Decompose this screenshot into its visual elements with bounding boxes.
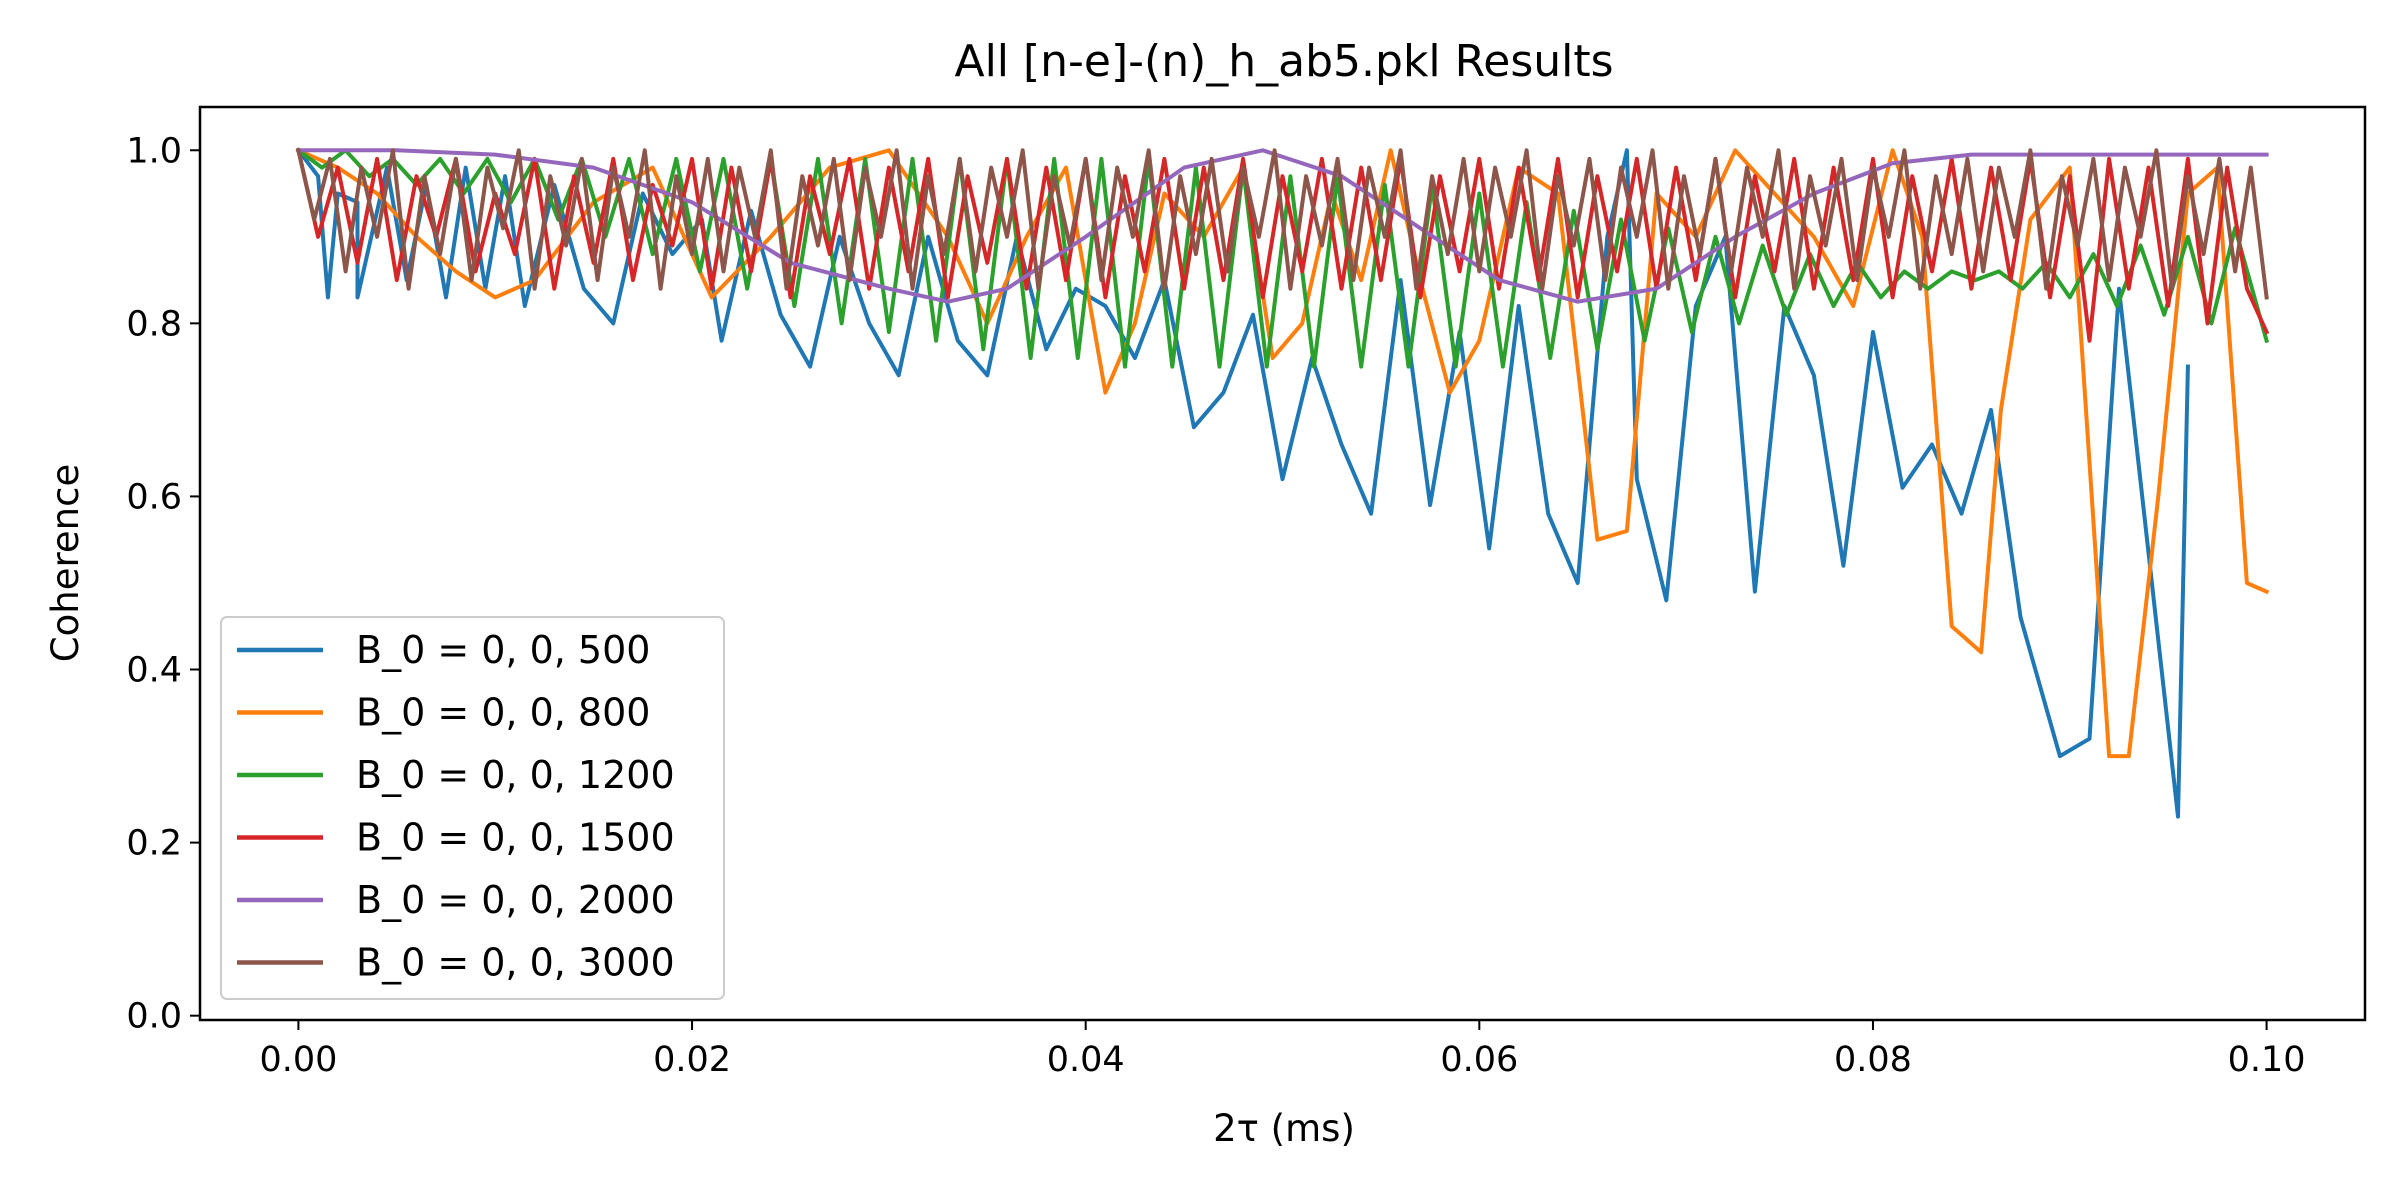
legend-label: B_0 = 0, 0, 1200 <box>356 753 675 797</box>
chart-title: All [n-e]-(n)_h_ab5.pkl Results <box>954 36 1613 87</box>
legend-box <box>220 616 725 1000</box>
y-tick-label: 1.0 <box>126 131 182 171</box>
legend-label: B_0 = 0, 0, 2000 <box>356 878 675 922</box>
series-lines <box>295 147 2270 819</box>
x-tick-label: 0.02 <box>653 1040 731 1080</box>
legend-label: B_0 = 0, 0, 3000 <box>356 941 675 985</box>
series-line-4 <box>296 147 2270 343</box>
x-tick-label: 0.08 <box>1834 1040 1912 1080</box>
x-tick-label: 0.00 <box>259 1040 337 1080</box>
x-tick-label: 0.06 <box>1440 1040 1518 1080</box>
y-tick-label: 0.4 <box>126 651 182 691</box>
y-tick-label: 0.8 <box>126 304 182 344</box>
legend-label: B_0 = 0, 0, 500 <box>356 628 650 672</box>
x-tick-label: 0.10 <box>2228 1040 2306 1080</box>
series-line-2 <box>295 147 2270 759</box>
legend-label: B_0 = 0, 0, 800 <box>356 691 650 735</box>
y-tick-label: 0.6 <box>126 477 182 517</box>
x-axis: 0.00 0.02 0.04 0.06 0.08 0.10 <box>259 1020 2306 1080</box>
series-line-3 <box>295 147 2270 369</box>
y-tick-label: 0.2 <box>126 824 182 864</box>
x-axis-title: 2τ (ms) <box>1213 1107 1355 1150</box>
series-line-6 <box>296 147 2269 300</box>
y-axis: 0.0 0.2 0.4 0.6 0.8 1.0 <box>126 131 200 1037</box>
legend-label: B_0 = 0, 0, 1500 <box>356 816 675 860</box>
y-tick-label: 0.0 <box>126 997 182 1037</box>
legend: B_0 = 0, 0, 500 B_0 = 0, 0, 800 B_0 = 0, 0… <box>220 616 725 1000</box>
x-tick-label: 0.04 <box>1047 1040 1125 1080</box>
y-axis-title: Coherence <box>44 464 87 662</box>
